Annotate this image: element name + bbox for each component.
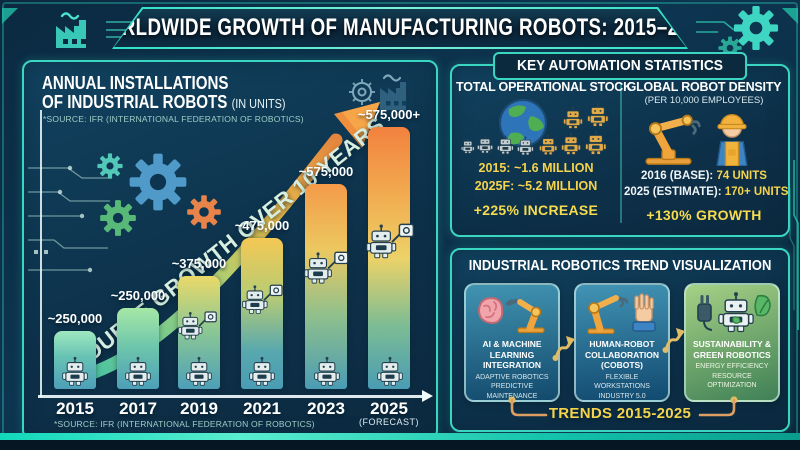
trends-title-wrap: INDUSTRIAL ROBOTICS TREND VISUALIZATION: [452, 257, 788, 275]
density-subheading: (PER 10,000 EMPLOYEES): [644, 95, 764, 106]
stats-panel: KEY AUTOMATION STATISTICS TOTAL OPERATIO…: [450, 52, 790, 237]
robot-arm-and-hand-icon: [587, 293, 656, 335]
trend-card-cobots-sub2: INDUSTRY 5.0: [598, 392, 646, 400]
x-axis: [38, 395, 424, 398]
chart-title: ANNUAL INSTALLATIONS OF INDUSTRIAL ROBOT…: [42, 74, 332, 111]
trend-card-cobots-sub: FLEXIBLE WORKSTATIONS INDUSTRY 5.0: [579, 373, 665, 401]
value-label-2021: ~475,000: [234, 218, 290, 233]
x-axis-arrowhead: [422, 390, 433, 402]
trend-card-green-sub: ENERGY EFFICIENCY RESOURCE OPTIMIZATION: [689, 362, 775, 390]
bottom-accent-band: [0, 433, 800, 440]
stock-line2: 2025F: ~5.2 MILLION: [474, 178, 598, 193]
chart-title-line2-text: OF INDUSTRIAL ROBOTS: [42, 91, 228, 112]
density-line2-label: 2025 (ESTIMATE):: [624, 186, 722, 199]
globe-with-robots-icon: [460, 99, 609, 156]
page-title: WORLDWIDE GROWTH OF MANUFACTURING ROBOTS…: [88, 14, 712, 41]
trend-card-ai: AI & MACHINE LEARNING INTEGRATION ADAPTI…: [464, 283, 560, 402]
value-label-2015: ~250,000: [47, 311, 103, 326]
value-label-2025: ~575,000+: [357, 107, 421, 122]
chart-title-line2: OF INDUSTRIAL ROBOTS (IN UNITS): [42, 91, 286, 112]
year-2023: 2023: [307, 399, 345, 418]
trends-title: INDUSTRIAL ROBOTICS TREND VISUALIZATION: [468, 258, 772, 274]
trend-card-cobots-title: HUMAN-ROBOT COLLABORATION (COBOTS): [585, 339, 659, 371]
title-banner: WORLDWIDE GROWTH OF MANUFACTURING ROBOTS…: [112, 7, 688, 49]
brain-and-robot-arm-icon: [477, 296, 545, 334]
corner-accent-right: [782, 8, 798, 24]
trend-card-cobots-sub1: FLEXIBLE WORKSTATIONS: [594, 373, 650, 391]
source-note-bottom: *SOURCE: IFR (INTERNATIONAL FEDERATION O…: [54, 419, 315, 429]
stock-line1: 2015: ~1.6 MILLION: [478, 161, 594, 175]
robot-with-sign-icon: [178, 311, 220, 343]
robot-icon: [377, 356, 403, 386]
trend-card-green: SUSTAINABILITY & GREEN ROBOTICS ENERGY E…: [684, 283, 780, 402]
value-label-2019: ~375,000: [171, 256, 227, 271]
year-2017: 2017: [119, 399, 157, 418]
stats-panel-title: KEY AUTOMATION STATISTICS: [517, 57, 723, 74]
bottom-dark-strip: [0, 440, 800, 450]
installations-panel: ANNUAL INSTALLATIONS OF INDUSTRIAL ROBOT…: [22, 60, 438, 440]
trend-card-cobots: HUMAN-ROBOT COLLABORATION (COBOTS) FLEXI…: [574, 283, 670, 402]
density-highlight: +130% GROWTH: [646, 207, 762, 224]
robot-icon: [125, 356, 151, 386]
year-2025: 2025: [370, 399, 408, 418]
trend-card-green-title: SUSTAINABILITY & GREEN ROBOTICS: [692, 339, 772, 360]
robot-icon: [186, 356, 212, 386]
forecast-note: (FORECAST): [359, 417, 419, 427]
robot-with-sign-icon: [304, 251, 352, 288]
robot-icon: [314, 356, 340, 386]
trends-footer: TRENDS 2015-2025: [548, 405, 692, 422]
circuit-decor-icon: [28, 165, 112, 273]
trend-card-ai-title: AI & MACHINE LEARNING INTEGRATION: [482, 339, 542, 371]
value-label-2023: ~575,000: [298, 164, 354, 179]
density-line1-label: 2016 (BASE):: [641, 170, 714, 182]
source-note-top: *SOURCE: IFR (INTERNATIONAL FEDERATION O…: [43, 114, 304, 124]
plug-robot-leaf-icon: [697, 291, 771, 333]
density-column: GLOBAL ROBOT DENSITY (PER 10,000 EMPLOYE…: [620, 80, 788, 235]
density-line1-value: 74 UNITS: [716, 170, 767, 182]
stock-heading: TOTAL OPERATIONAL STOCK: [456, 80, 632, 94]
robot-icon: [62, 356, 88, 386]
year-2021: 2021: [243, 399, 281, 418]
year-2019: 2019: [180, 399, 218, 418]
density-line2: 2025 (ESTIMATE): 170+ UNITS: [624, 184, 788, 200]
trends-panel: INDUSTRIAL ROBOTICS TREND VISUALIZATION …: [450, 248, 790, 432]
column-divider: [620, 84, 622, 223]
density-line2-value: 170+ UNITS: [724, 186, 789, 199]
factory-icon: [56, 12, 86, 48]
chart-title-line1: ANNUAL INSTALLATIONS: [42, 73, 229, 93]
bar-2023: [305, 184, 347, 389]
corner-accent-left: [2, 8, 18, 24]
gears-decor-icon: [97, 153, 221, 236]
density-heading: GLOBAL ROBOT DENSITY: [626, 80, 782, 94]
year-2015: 2015: [56, 399, 94, 418]
trend-card-ai-sub1: ADAPTIVE ROBOTICS: [475, 373, 549, 381]
stock-highlight: +225% INCREASE: [473, 202, 599, 218]
robot-with-sign-icon: [242, 284, 286, 318]
stats-panel-title-tab: KEY AUTOMATION STATISTICS: [493, 52, 747, 80]
gears-icon: [696, 5, 779, 58]
value-label-2017: ~250,000: [110, 288, 166, 303]
stock-column: TOTAL OPERATIONAL STOCK: [452, 80, 632, 235]
trend-card-ai-sub: ADAPTIVE ROBOTICS PREDICTIVE MAINTENANCE: [469, 373, 555, 401]
trend-card-green-sub2: RESOURCE OPTIMIZATION: [707, 372, 757, 390]
trend-card-green-sub1: ENERGY EFFICIENCY: [695, 363, 769, 371]
robot-icon: [249, 356, 275, 386]
header-band: WORLDWIDE GROWTH OF MANUFACTURING ROBOTS…: [0, 0, 800, 58]
robot-with-sign-icon: [366, 223, 418, 263]
title-banner-inner: WORLDWIDE GROWTH OF MANUFACTURING ROBOTS…: [114, 9, 686, 47]
y-axis: [40, 110, 42, 397]
chart-title-units: (IN UNITS): [231, 95, 286, 111]
trend-card-ai-sub2: PREDICTIVE MAINTENANCE: [486, 383, 538, 400]
density-line1: 2016 (BASE): 74 UNITS: [624, 168, 784, 184]
robot-arm-and-worker-icon: [645, 114, 748, 166]
